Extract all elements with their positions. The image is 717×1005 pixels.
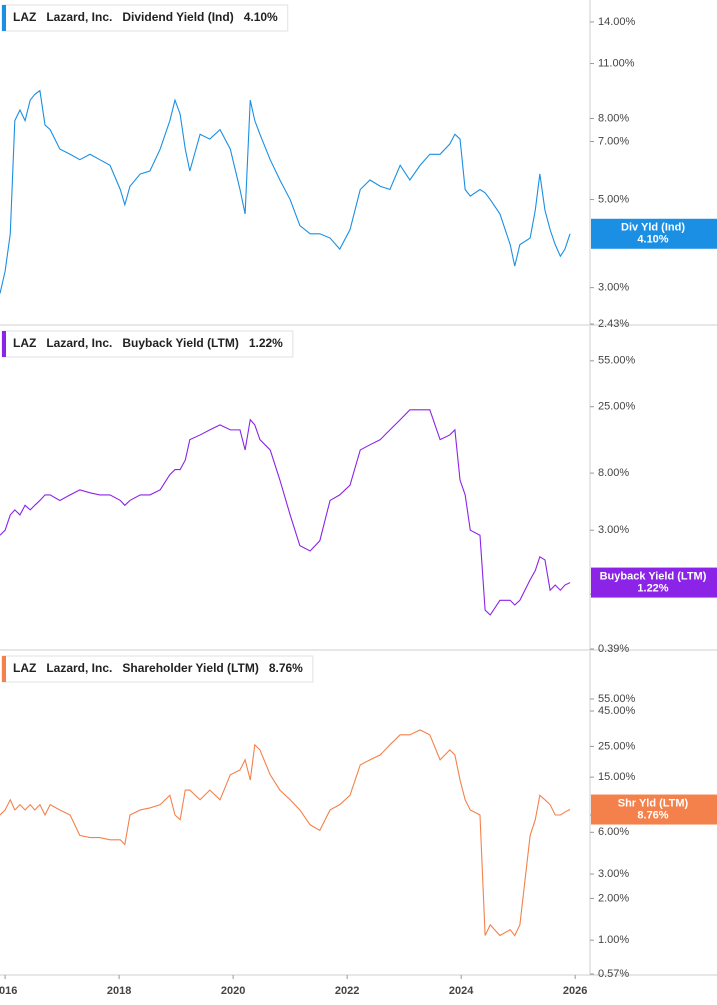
y-tick-label: 0.39%	[598, 643, 629, 655]
y-tick-label: 45.00%	[598, 705, 636, 717]
y-tick-label: 5.00%	[598, 193, 629, 205]
y-tick-label: 1.00%	[598, 934, 629, 946]
x-tick-label: 2020	[221, 985, 245, 997]
header-company: Lazard, Inc.	[46, 10, 112, 24]
x-tick-label: 2022	[335, 985, 359, 997]
header-company: Lazard, Inc.	[46, 661, 112, 675]
y-tick-label: 2.00%	[598, 892, 629, 904]
header-value: 1.22%	[249, 336, 283, 350]
y-tick-label: 15.00%	[598, 771, 636, 783]
badge-value: 8.76%	[637, 809, 668, 821]
y-tick-label: 8.00%	[598, 467, 629, 479]
header-box	[1, 4, 289, 32]
last-value-badge	[591, 794, 717, 825]
header-color-bar	[2, 331, 6, 357]
x-tick-label: 2024	[449, 985, 474, 997]
header-ticker: LAZ	[13, 336, 36, 350]
x-tick-label: 2016	[0, 985, 17, 997]
y-tick-label: 14.00%	[598, 16, 636, 28]
header-company: Lazard, Inc.	[46, 336, 112, 350]
header-metric: Buyback Yield (LTM)	[122, 336, 238, 350]
last-value-badge	[591, 218, 717, 249]
x-tick-label: 2018	[107, 985, 131, 997]
y-tick-label: 25.00%	[598, 401, 636, 413]
y-tick-label: 8.00%	[598, 112, 629, 124]
y-tick-label: 2.43%	[598, 318, 629, 330]
y-tick-label: 25.00%	[598, 740, 636, 752]
badge-label: Buyback Yield (LTM)	[600, 570, 707, 582]
header-ticker: LAZ	[13, 661, 36, 675]
y-tick-label: 55.00%	[598, 693, 636, 705]
badge-label: Shr Yld (LTM)	[618, 797, 689, 809]
badge-label: Div Yld (Ind)	[621, 222, 685, 234]
y-tick-label: 3.00%	[598, 868, 629, 880]
header-value: 8.76%	[269, 661, 303, 675]
y-tick-label: 6.00%	[598, 826, 629, 838]
header-value: 4.10%	[244, 10, 278, 24]
y-tick-label: 3.00%	[598, 282, 629, 294]
header-metric: Dividend Yield (Ind)	[122, 10, 233, 24]
header-color-bar	[2, 656, 6, 682]
header-metric: Shareholder Yield (LTM)	[122, 661, 258, 675]
header-box	[1, 330, 294, 358]
y-tick-label: 55.00%	[598, 355, 636, 367]
series-line	[0, 729, 571, 937]
badge-value: 4.10%	[637, 234, 668, 246]
series-line	[0, 89, 571, 294]
y-tick-label: 11.00%	[598, 57, 635, 69]
series-line	[0, 409, 571, 616]
x-tick-label: 2026	[563, 985, 587, 997]
header-ticker: LAZ	[13, 10, 36, 24]
y-tick-label: 0.57%	[598, 968, 629, 980]
badge-value: 1.22%	[637, 582, 668, 594]
y-tick-label: 3.00%	[598, 524, 629, 536]
header-color-bar	[2, 5, 6, 31]
y-tick-label: 7.00%	[598, 135, 629, 147]
last-value-badge	[591, 567, 717, 598]
